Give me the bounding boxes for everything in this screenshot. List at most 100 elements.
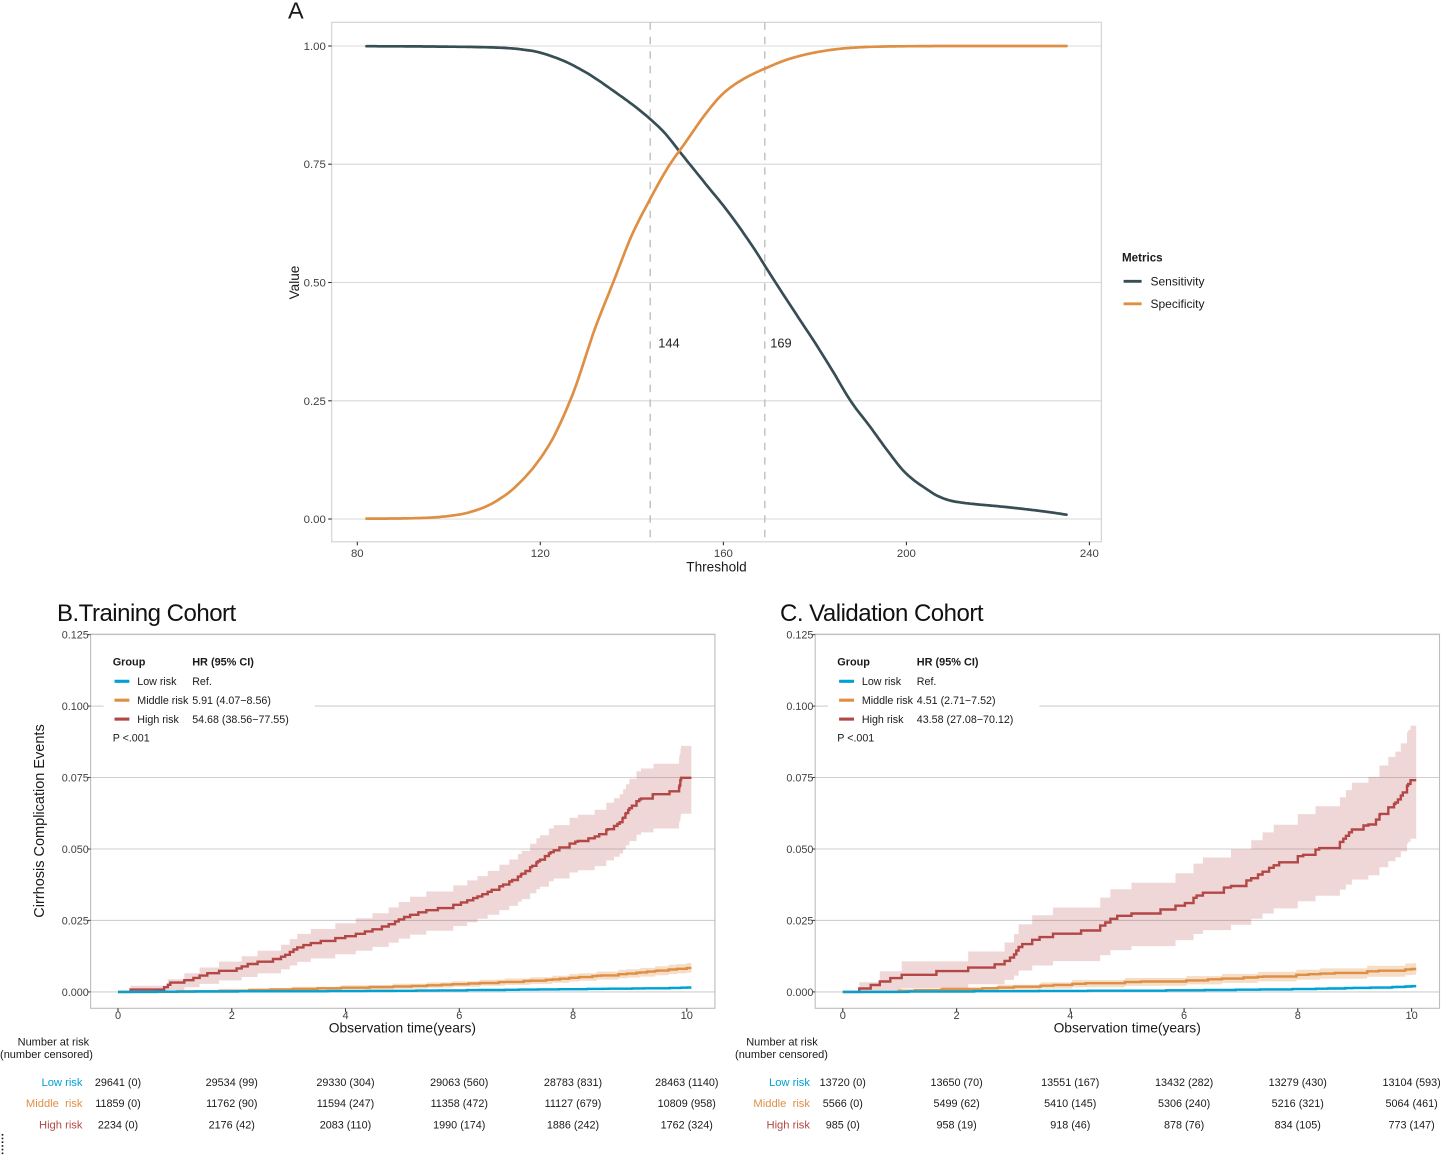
- svg-text:5566 (0): 5566 (0): [823, 1098, 863, 1110]
- svg-text:Ref.: Ref.: [917, 676, 937, 688]
- svg-text:13720 (0): 13720 (0): [820, 1077, 866, 1089]
- svg-text:0.100: 0.100: [62, 701, 89, 713]
- svg-text:200: 200: [897, 548, 916, 560]
- svg-text:29641 (0): 29641 (0): [95, 1077, 141, 1089]
- svg-text:0.000: 0.000: [786, 987, 813, 999]
- svg-text:Low risk: Low risk: [769, 1077, 810, 1089]
- svg-text:Low risk: Low risk: [41, 1077, 82, 1089]
- svg-text:Group: Group: [113, 656, 146, 668]
- svg-text:0.000: 0.000: [62, 987, 89, 999]
- svg-text:11762 (90): 11762 (90): [206, 1098, 257, 1110]
- svg-text:5306 (240): 5306 (240): [1158, 1098, 1210, 1110]
- svg-text:0.050: 0.050: [786, 844, 813, 856]
- svg-text:Value: Value: [287, 266, 302, 300]
- svg-text:B.Training Cohort: B.Training Cohort: [57, 600, 237, 627]
- svg-text:Low risk: Low risk: [137, 676, 177, 688]
- svg-text:120: 120: [531, 548, 550, 560]
- svg-text:HR (95% CI): HR (95% CI): [917, 656, 979, 668]
- svg-text:5.91 (4.07−8.56): 5.91 (4.07−8.56): [192, 695, 271, 707]
- svg-text:0.25: 0.25: [304, 396, 326, 408]
- svg-text:13104 (593): 13104 (593): [1382, 1077, 1440, 1089]
- svg-text:2: 2: [229, 1010, 235, 1022]
- svg-text:0.025: 0.025: [786, 915, 813, 927]
- svg-text:Low risk: Low risk: [862, 676, 902, 688]
- svg-text:13650 (70): 13650 (70): [930, 1077, 982, 1089]
- svg-text:4: 4: [1067, 1010, 1073, 1022]
- svg-text:985 (0): 985 (0): [826, 1119, 860, 1131]
- svg-text:Specificity: Specificity: [1151, 297, 1205, 311]
- svg-text:834 (105): 834 (105): [1275, 1119, 1321, 1131]
- svg-text:High risk: High risk: [862, 714, 904, 726]
- svg-text:918 (46): 918 (46): [1050, 1119, 1090, 1131]
- svg-text:144: 144: [658, 336, 679, 351]
- svg-text:1990 (174): 1990 (174): [433, 1119, 485, 1131]
- svg-text:Observation time(years): Observation time(years): [1054, 1020, 1201, 1035]
- svg-text:(number censored): (number censored): [735, 1049, 828, 1061]
- svg-text:8: 8: [1295, 1010, 1301, 1022]
- svg-text:28463 (1140): 28463 (1140): [655, 1077, 718, 1089]
- svg-text:5216 (321): 5216 (321): [1272, 1098, 1324, 1110]
- svg-text:4.51 (2.71−7.52): 4.51 (2.71−7.52): [917, 695, 996, 707]
- svg-text:6: 6: [456, 1010, 462, 1022]
- svg-text:C. Validation Cohort: C. Validation Cohort: [780, 600, 984, 627]
- svg-text:1.00: 1.00: [304, 41, 326, 53]
- svg-text:0.050: 0.050: [62, 844, 89, 856]
- svg-text:0.75: 0.75: [304, 159, 326, 171]
- svg-text:0: 0: [115, 1010, 121, 1022]
- svg-text:0: 0: [840, 1010, 846, 1022]
- svg-text:28783 (831): 28783 (831): [544, 1077, 602, 1089]
- svg-text:Middle risk: Middle risk: [862, 695, 914, 707]
- svg-text:0.50: 0.50: [304, 278, 326, 290]
- svg-text:43.58 (27.08−70.12): 43.58 (27.08−70.12): [917, 714, 1014, 726]
- svg-text:Middle risk: Middle risk: [137, 695, 189, 707]
- svg-text:10: 10: [1405, 1010, 1417, 1022]
- svg-text:10: 10: [681, 1010, 693, 1022]
- svg-text:Number at risk: Number at risk: [18, 1037, 90, 1049]
- svg-text:Middle risk: Middle risk: [753, 1098, 810, 1110]
- svg-text:5499 (62): 5499 (62): [933, 1098, 979, 1110]
- svg-text:0.100: 0.100: [786, 701, 813, 713]
- svg-text:Middle risk: Middle risk: [26, 1098, 83, 1110]
- svg-text:0.125: 0.125: [62, 630, 89, 642]
- svg-text:1886 (242): 1886 (242): [547, 1119, 599, 1131]
- svg-text:Observation time(years): Observation time(years): [329, 1020, 476, 1035]
- svg-text:High risk: High risk: [39, 1119, 83, 1131]
- svg-text:11358 (472): 11358 (472): [431, 1098, 488, 1110]
- svg-text:A: A: [288, 0, 304, 24]
- svg-text:29330 (304): 29330 (304): [316, 1077, 374, 1089]
- svg-text:10809 (958): 10809 (958): [658, 1098, 716, 1110]
- svg-text:54.68 (38.56−77.55): 54.68 (38.56−77.55): [192, 714, 289, 726]
- svg-text:Threshold: Threshold: [686, 559, 746, 574]
- svg-text:1762 (324): 1762 (324): [661, 1119, 713, 1131]
- svg-text:Number at risk: Number at risk: [746, 1037, 818, 1049]
- svg-text:878 (76): 878 (76): [1164, 1119, 1204, 1131]
- svg-text:160: 160: [714, 548, 733, 560]
- svg-text:Sensitivity: Sensitivity: [1151, 274, 1205, 288]
- svg-text:240: 240: [1080, 548, 1099, 560]
- svg-text:11594 (247): 11594 (247): [317, 1098, 374, 1110]
- svg-text:773 (147): 773 (147): [1388, 1119, 1434, 1131]
- svg-text:11127 (679): 11127 (679): [545, 1098, 602, 1110]
- svg-text:Metrics: Metrics: [1122, 251, 1163, 264]
- svg-text:6: 6: [1181, 1010, 1187, 1022]
- svg-text:2176 (42): 2176 (42): [209, 1119, 255, 1131]
- svg-text:HR (95% CI): HR (95% CI): [192, 656, 254, 668]
- svg-text:0.00: 0.00: [304, 514, 326, 526]
- svg-text:4: 4: [342, 1010, 348, 1022]
- svg-text:High risk: High risk: [766, 1119, 810, 1131]
- svg-text:0.025: 0.025: [62, 915, 89, 927]
- svg-text:958 (19): 958 (19): [936, 1119, 976, 1131]
- svg-text:2: 2: [954, 1010, 960, 1022]
- svg-text:High risk: High risk: [137, 714, 179, 726]
- svg-text:169: 169: [770, 336, 791, 351]
- svg-text:P <.001: P <.001: [837, 733, 874, 745]
- svg-text:11859 (0): 11859 (0): [95, 1098, 140, 1110]
- svg-text:(number censored): (number censored): [0, 1049, 93, 1061]
- svg-text:5064 (461): 5064 (461): [1385, 1098, 1437, 1110]
- svg-text:P <.001: P <.001: [113, 733, 150, 745]
- svg-text:0.075: 0.075: [62, 772, 89, 784]
- svg-text:13551 (167): 13551 (167): [1041, 1077, 1099, 1089]
- svg-text:8: 8: [570, 1010, 576, 1022]
- svg-text:13432 (282): 13432 (282): [1155, 1077, 1213, 1089]
- svg-text:0.125: 0.125: [786, 630, 813, 642]
